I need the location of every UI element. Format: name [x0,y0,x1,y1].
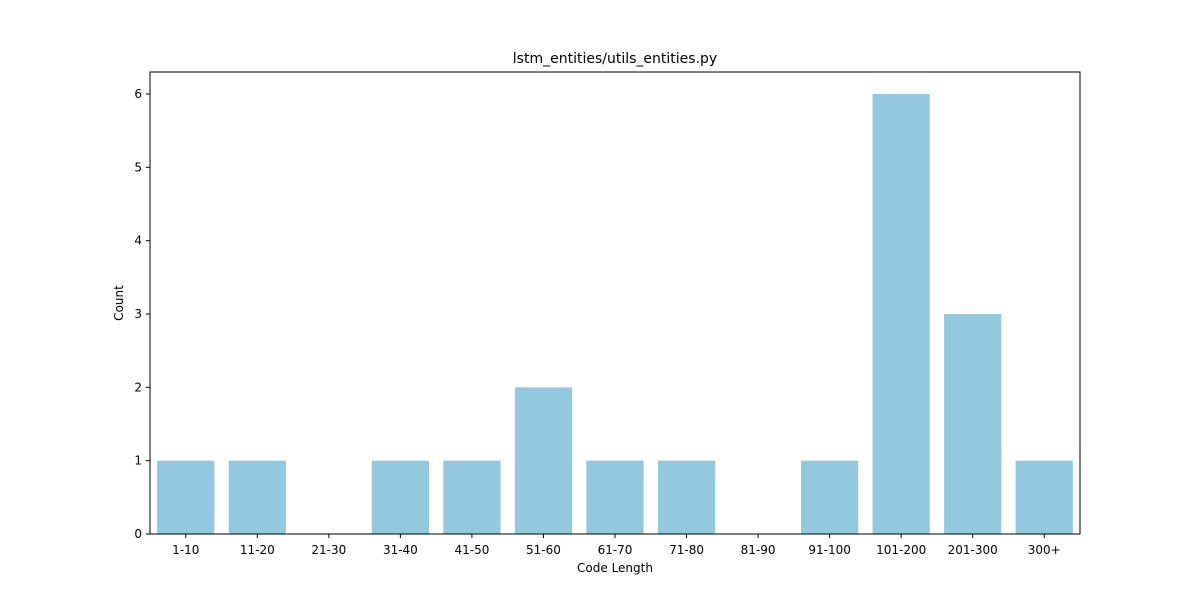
bars-group [157,94,1073,534]
x-tick-label: 11-20 [240,543,275,557]
x-tick-label: 1-10 [172,543,199,557]
x-tick-label: 21-30 [311,543,346,557]
y-tick-label: 1 [134,454,142,468]
x-tick-label: 300+ [1028,543,1061,557]
bar-300+ [1015,460,1073,534]
x-tick-label: 201-300 [948,543,998,557]
y-tick-label: 0 [134,527,142,541]
y-axis: 0 1 2 3 4 5 6 [134,87,150,541]
y-tick-label: 5 [134,160,142,174]
x-tick-label: 51-60 [526,543,561,557]
x-tick-label: 61-70 [598,543,633,557]
bar-101-200 [872,94,930,534]
y-axis-title: Count [112,285,126,321]
bar-71-80 [657,460,716,534]
bar-1-10 [157,460,215,534]
y-tick-label: 2 [134,380,142,394]
x-axis: 1-10 11-20 21-30 31-40 41-50 51-60 61-70 71-80 8… [172,534,1061,557]
x-tick-label: 41-50 [454,543,489,557]
bar-61-70 [586,460,644,534]
x-tick-label: 31-40 [383,543,418,557]
bar-11-20 [228,460,286,534]
y-tick-label: 3 [134,307,142,321]
bar-91-100 [801,460,859,534]
bar-51-60 [514,387,573,534]
bar-41-50 [443,460,501,534]
bar-201-300 [944,314,1002,534]
y-tick-label: 6 [134,87,142,101]
x-axis-title: Code Length [577,561,653,575]
chart-title: lstm_entities/utils_entities.py [513,51,717,67]
x-tick-label: 101-200 [876,543,926,557]
y-tick-label: 4 [134,234,142,248]
x-tick-label: 71-80 [669,543,704,557]
x-tick-label: 81-90 [741,543,776,557]
x-tick-label: 91-100 [808,543,851,557]
bar-31-40 [371,460,429,534]
